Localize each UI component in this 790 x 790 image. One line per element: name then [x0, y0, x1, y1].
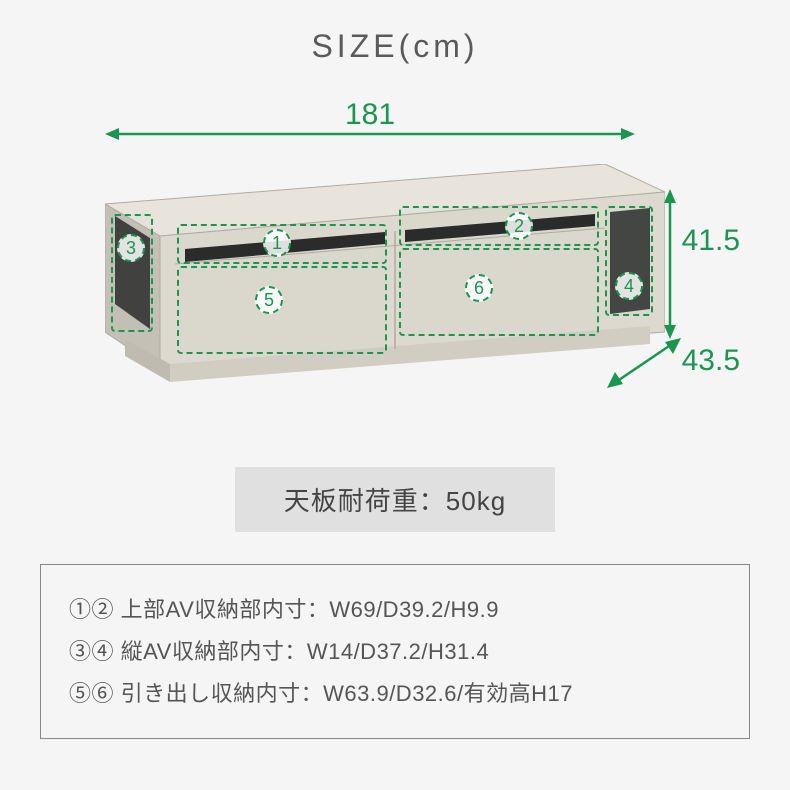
dimension-width: 181 — [105, 104, 635, 144]
region-2 — [399, 206, 599, 246]
dimension-depth-value: 43.5 — [682, 344, 740, 378]
depth-arrow-icon — [605, 334, 685, 394]
cabinet-illustration: 1 2 3 4 5 6 — [105, 164, 665, 364]
load-capacity-badge: 天板耐荷重：50kg — [235, 467, 555, 532]
badge-2: 2 — [505, 212, 533, 240]
spec-line-3: ⑤⑥ 引き出し収納内寸：W63.9/D32.6/有効高H17 — [69, 673, 721, 715]
dimension-diagram: 181 1 2 3 — [0, 89, 790, 449]
badge-6: 6 — [465, 274, 493, 302]
region-5 — [177, 266, 387, 354]
badge-3: 3 — [117, 234, 145, 262]
height-arrow-icon — [650, 189, 690, 339]
badge-1: 1 — [263, 229, 291, 257]
badge-5: 5 — [255, 286, 283, 314]
spec-line-1: ①② 上部AV収納部内寸：W69/D39.2/H9.9 — [69, 589, 721, 631]
region-3 — [111, 214, 153, 332]
size-title: SIZE(cm) — [0, 28, 790, 65]
spec-line-2: ③④ 縦AV収納部内寸：W14/D37.2/H31.4 — [69, 631, 721, 673]
dimension-height-value: 41.5 — [682, 224, 740, 258]
badge-4: 4 — [615, 272, 643, 300]
size-header: SIZE(cm) — [0, 0, 790, 89]
region-6 — [399, 248, 599, 336]
spec-box: ①② 上部AV収納部内寸：W69/D39.2/H9.9 ③④ 縦AV収納部内寸：… — [40, 564, 750, 739]
dimension-width-value: 181 — [345, 98, 395, 132]
